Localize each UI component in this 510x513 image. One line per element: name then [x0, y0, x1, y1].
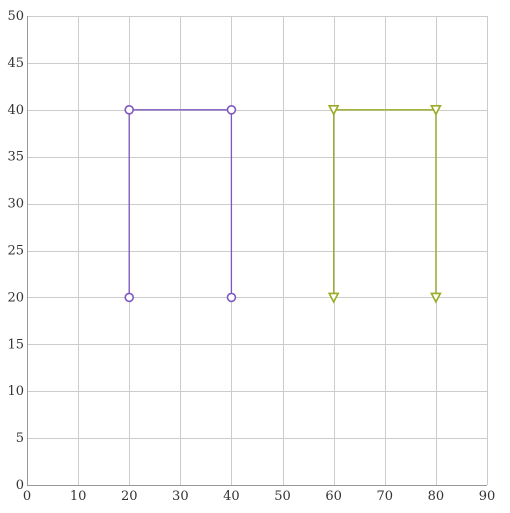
axes [27, 16, 487, 486]
x-tick-label: 30 [172, 489, 189, 504]
y-tick-label: 50 [7, 9, 24, 24]
series-2 [327, 105, 442, 304]
series-line [333, 109, 437, 298]
tick-labels: 0 10 20 30 40 50 60 70 80 90 0 5 10 15 20 25 30 35 40 45 50 [7, 9, 495, 504]
y-tick-label: 45 [7, 56, 24, 71]
x-tick-label: 70 [377, 489, 394, 504]
series-line [128, 109, 233, 298]
x-tick-label: 90 [479, 489, 496, 504]
data-point-marker[interactable] [226, 105, 237, 115]
data-point-marker[interactable] [327, 292, 340, 304]
grid [27, 16, 488, 486]
x-tick-label: 60 [325, 489, 342, 504]
x-tick-label: 10 [70, 489, 87, 504]
x-tick-label: 0 [23, 489, 31, 504]
data-point-marker[interactable] [327, 105, 340, 117]
x-tick-label: 40 [223, 489, 240, 504]
x-tick-label: 80 [428, 489, 445, 504]
y-tick-label: 40 [7, 103, 24, 118]
y-tick-label: 5 [16, 431, 24, 446]
data-point-marker[interactable] [430, 292, 442, 304]
data-point-marker[interactable] [124, 105, 135, 115]
y-tick-label: 35 [7, 150, 24, 165]
x-tick-label: 50 [274, 489, 291, 504]
data-point-marker[interactable] [124, 292, 135, 303]
data-point-marker[interactable] [226, 292, 237, 303]
y-tick-label: 15 [7, 337, 24, 352]
y-tick-label: 25 [7, 244, 24, 259]
series-layer [124, 105, 442, 304]
y-tick-label: 10 [7, 384, 24, 399]
y-tick-label: 30 [7, 197, 24, 212]
data-point-marker[interactable] [430, 105, 442, 117]
y-tick-label: 20 [7, 290, 24, 305]
series-1 [124, 105, 237, 303]
y-tick-label: 0 [16, 478, 24, 493]
x-tick-label: 20 [121, 489, 138, 504]
